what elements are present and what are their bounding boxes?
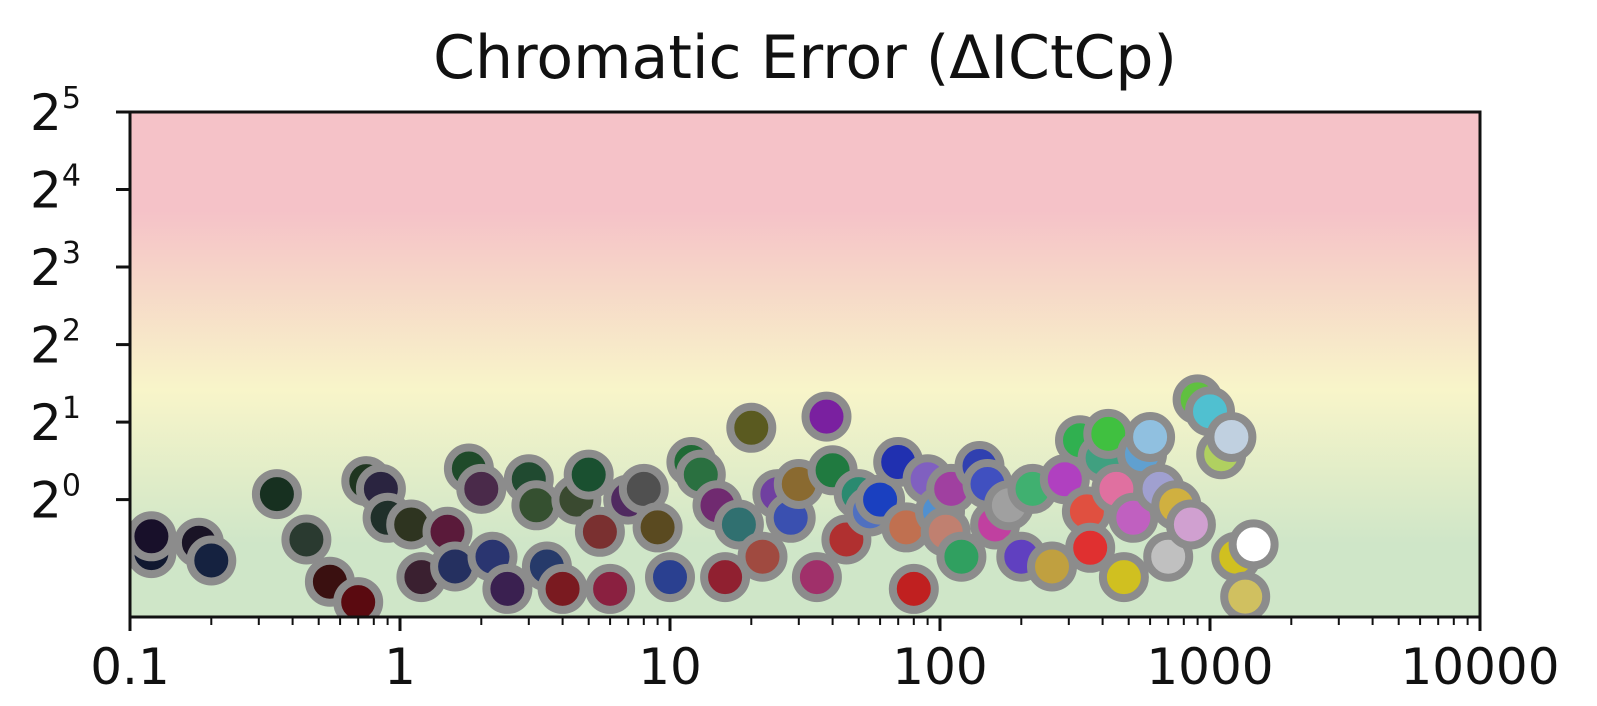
data-point [1125, 412, 1176, 462]
y-tick-label: 22 [30, 314, 81, 375]
data-point [186, 535, 237, 586]
data-point [713, 499, 764, 550]
data-point [936, 531, 987, 582]
data-point [1206, 412, 1257, 462]
data-point [563, 449, 614, 500]
x-tick-label: 100 [892, 638, 987, 696]
data-point [333, 577, 384, 617]
data-point [1228, 519, 1279, 570]
data-point [130, 511, 177, 562]
data-point [632, 502, 683, 553]
data-point [791, 552, 842, 603]
data-point [1165, 499, 1216, 550]
data-point [456, 463, 507, 514]
data-point [801, 391, 852, 442]
data-point [1027, 541, 1077, 592]
data-point [482, 563, 533, 614]
data-point [888, 563, 939, 614]
data-point [585, 563, 636, 614]
data-point [281, 514, 332, 565]
data-point [645, 552, 695, 603]
chart-title: Chromatic Error (ΔICtCp) [433, 23, 1177, 93]
data-point [574, 506, 625, 557]
data-point [537, 563, 588, 614]
y-tick-label: 25 [30, 81, 81, 142]
plot-frame [128, 110, 1482, 619]
scatter-points [130, 374, 1279, 617]
y-tick-label: 24 [30, 159, 81, 220]
x-axis: 0.1 1 10 100 1000 10000 [90, 617, 1560, 696]
y-tick-label: 21 [30, 391, 81, 452]
data-point [1220, 571, 1271, 617]
y-axis: 20 21 22 23 24 25 [30, 81, 130, 530]
y-tick-label: 20 [30, 469, 81, 530]
y-tick-label: 23 [30, 236, 81, 297]
data-point [726, 402, 777, 453]
x-tick-label: 1000 [1146, 638, 1273, 696]
x-tick-label: 0.1 [90, 638, 170, 696]
data-point [1065, 522, 1116, 573]
x-tick-label: 1 [384, 638, 416, 696]
x-tick-label: 10000 [1400, 638, 1559, 696]
data-point [251, 469, 302, 520]
data-point [1098, 552, 1149, 603]
data-point [511, 480, 562, 531]
x-tick-label: 10 [638, 638, 702, 696]
data-point [737, 531, 788, 582]
data-point [700, 552, 751, 603]
